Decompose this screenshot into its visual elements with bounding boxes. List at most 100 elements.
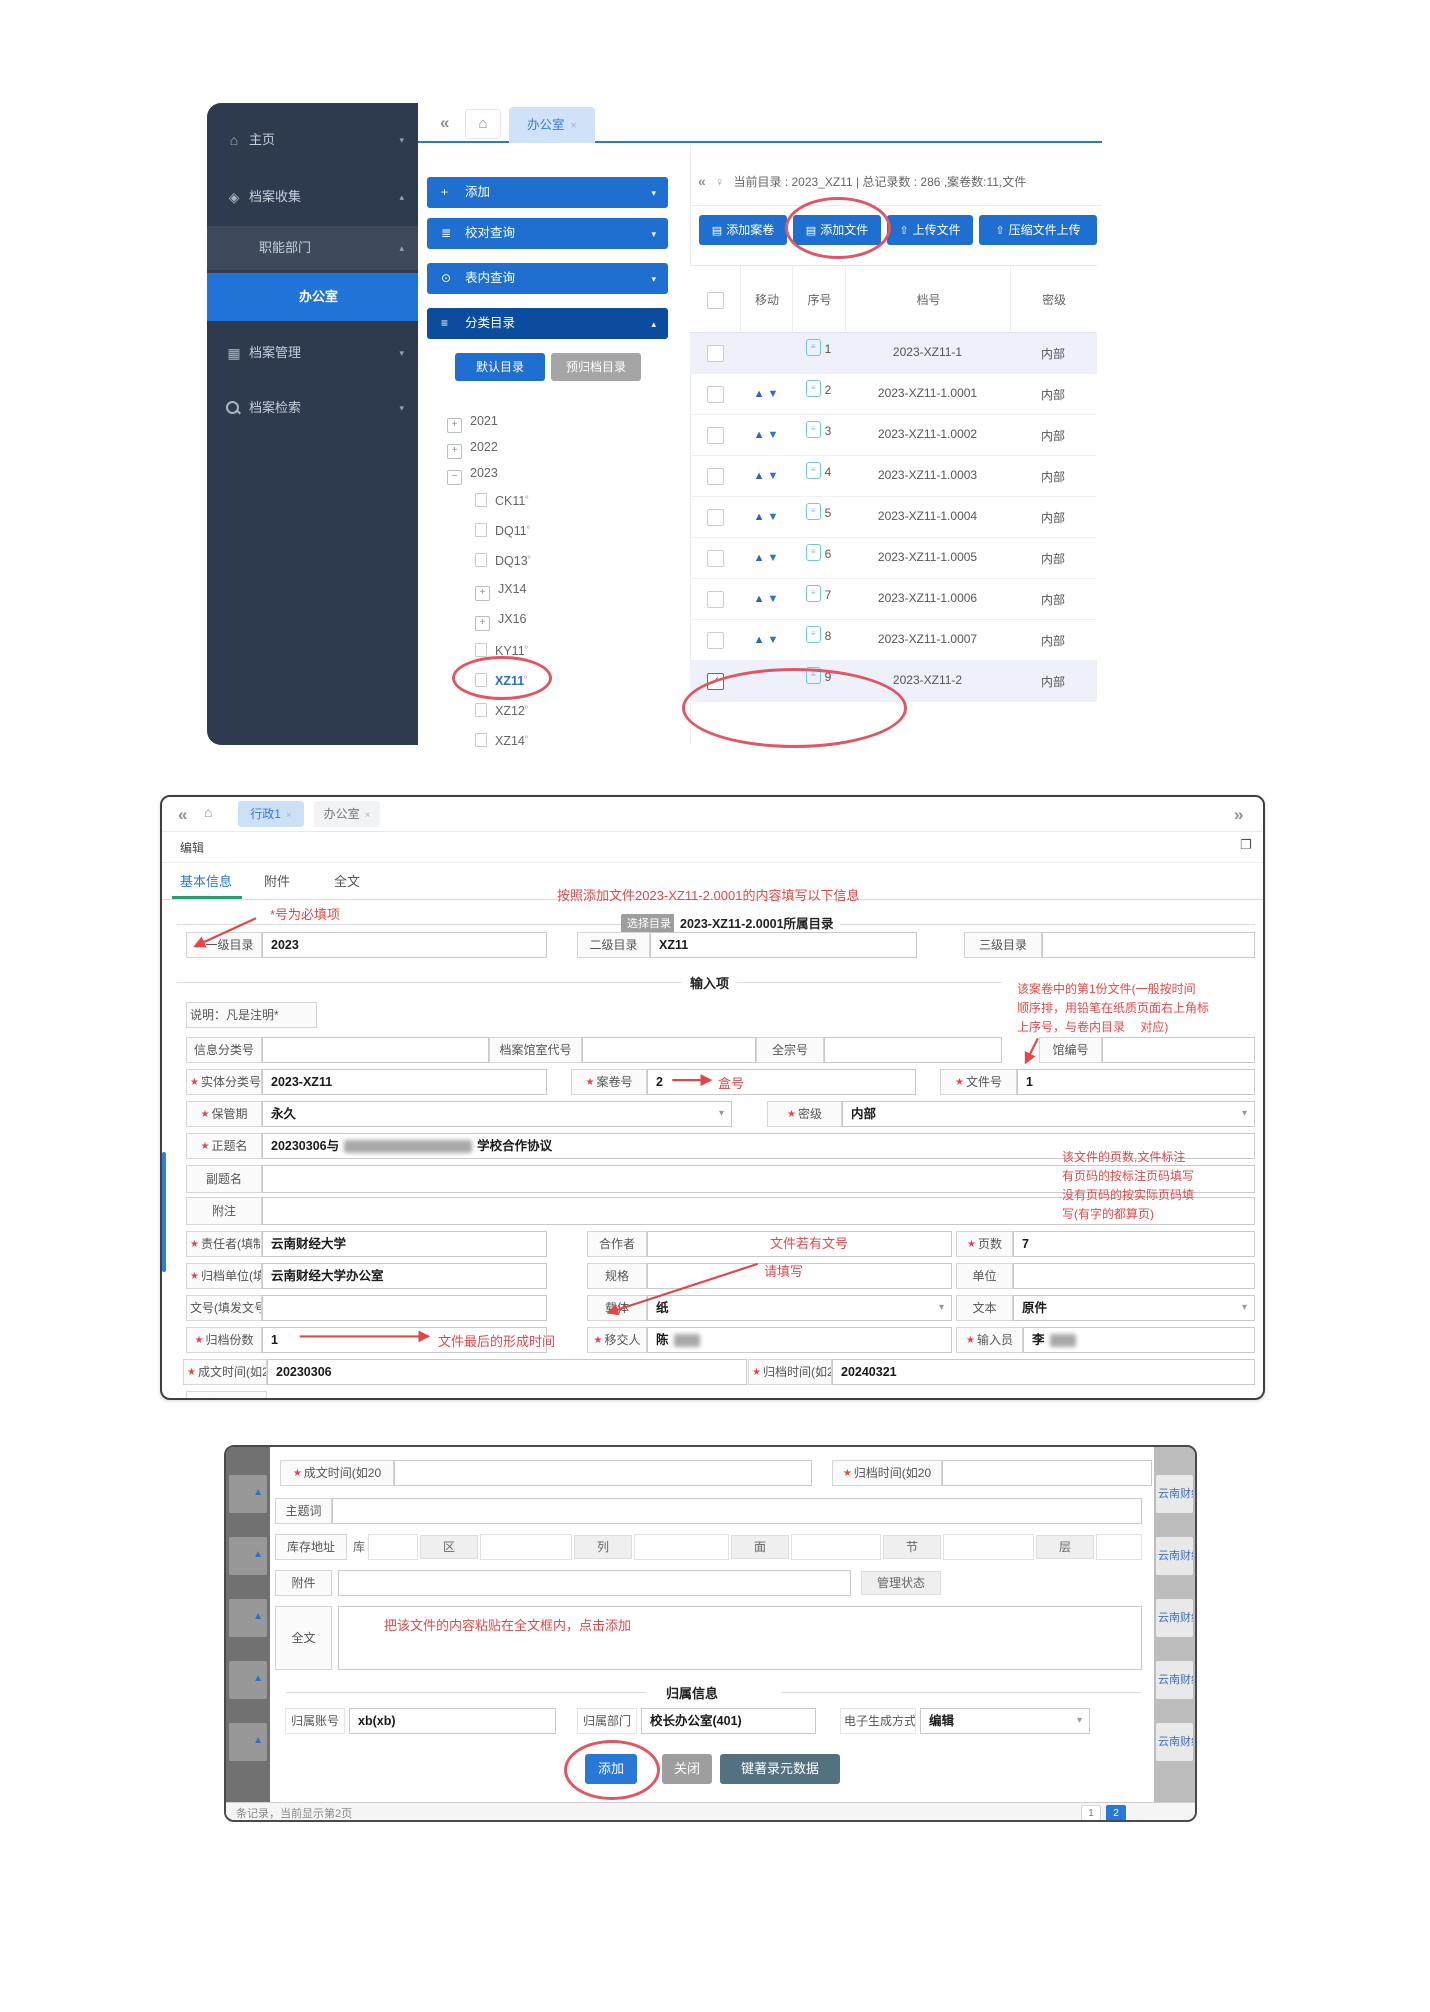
checkbox[interactable]: [707, 345, 724, 362]
field-select-retention[interactable]: 永久 ▾: [262, 1101, 732, 1127]
tab-basic-info[interactable]: 基本信息: [180, 874, 233, 889]
select-all-checkbox[interactable]: [707, 292, 724, 309]
tree-node-2023[interactable]: −2023: [447, 462, 498, 485]
move-down-icon[interactable]: ▼: [767, 593, 779, 605]
close-icon[interactable]: ×: [570, 120, 577, 132]
field-input-guan-no[interactable]: [1102, 1037, 1255, 1063]
tree-node-dq11[interactable]: DQ11º: [475, 518, 530, 540]
pre-archive-catalog-button[interactable]: 预归档目录: [551, 353, 641, 381]
table-row[interactable]: ▲ ▼ ≡ 8 2023-XZ11-1.0007 内部: [690, 620, 1097, 661]
checkbox[interactable]: [707, 427, 724, 444]
field-input-archive-unit[interactable]: 云南财经大学办公室: [262, 1263, 547, 1289]
field-select-text-form[interactable]: 原件 ▾: [1013, 1295, 1255, 1321]
field-input-created[interactable]: 20230306: [267, 1359, 747, 1385]
forward-icon[interactable]: »: [1234, 805, 1244, 824]
field-input-remark[interactable]: [262, 1197, 1255, 1225]
tab-xingzheng1[interactable]: 行政1 ×: [238, 801, 304, 827]
expander-plus-icon[interactable]: +: [447, 444, 462, 459]
field-input-catalog3[interactable]: [1042, 932, 1255, 958]
key-metadata-button[interactable]: 键著录元数据: [720, 1754, 840, 1784]
sidebar-item-archive-collect[interactable]: ◈ 档案收集 ▴: [207, 175, 418, 219]
expander-plus-icon[interactable]: +: [475, 586, 490, 601]
field-input-unit[interactable]: [1013, 1263, 1255, 1289]
field-input-title[interactable]: 20230306与 学校合作协议: [262, 1133, 1255, 1159]
tree-node-2021[interactable]: +2021: [447, 410, 498, 433]
move-up-icon[interactable]: ▲: [753, 470, 765, 482]
checkbox[interactable]: [707, 468, 724, 485]
checkbox[interactable]: [707, 386, 724, 403]
expander-plus-icon[interactable]: +: [475, 616, 490, 631]
move-down-icon[interactable]: ▼: [767, 634, 779, 646]
tab-attachment[interactable]: 附件: [264, 874, 291, 889]
dropdown-arrow-icon[interactable]: ▾: [1076, 1715, 1082, 1726]
move-up-icon[interactable]: ▲: [753, 511, 765, 523]
sidebar-item-home[interactable]: ⌂ 主页 ▾: [207, 118, 418, 162]
tab-office[interactable]: 办公室 ×: [314, 801, 380, 827]
sidebar-item-functional-dept[interactable]: 职能部门 ▴: [207, 226, 418, 270]
field-input-responsible[interactable]: 云南财经大学: [262, 1231, 547, 1257]
field-input-volume-no[interactable]: 2: [647, 1069, 916, 1095]
storage-input[interactable]: [943, 1534, 1034, 1560]
page-button-1[interactable]: 1: [1081, 1805, 1101, 1820]
window-restore-icon[interactable]: ❐: [1240, 837, 1252, 852]
close-button[interactable]: 关闭: [662, 1754, 712, 1784]
field-input-fonds-no[interactable]: [824, 1037, 1002, 1063]
field-input-subtitle[interactable]: [262, 1165, 1255, 1193]
category-catalog-button[interactable]: ≡ 分类目录 ▴: [427, 308, 668, 339]
field-input-info-class[interactable]: [262, 1037, 489, 1063]
in-table-query-button[interactable]: ⊙ 表内查询 ▾: [427, 263, 668, 294]
field-input-copies[interactable]: 1: [262, 1327, 547, 1353]
field-input-entity-no[interactable]: 2023-XZ11: [262, 1069, 547, 1095]
expander-minus-icon[interactable]: −: [447, 470, 462, 485]
field-input-attachment[interactable]: [338, 1570, 851, 1596]
collapse-icon[interactable]: «: [698, 173, 706, 189]
table-row[interactable]: ▲ ▼ ≡ 3 2023-XZ11-1.0002 内部: [690, 415, 1097, 456]
manage-status-chip[interactable]: 管理状态: [861, 1571, 941, 1595]
sidebar-item-archive-manage[interactable]: ▦ 档案管理 ▾: [207, 331, 418, 375]
move-down-icon[interactable]: ▼: [767, 470, 779, 482]
table-row[interactable]: ▲ ▼ ≡ 7 2023-XZ11-1.0006 内部: [690, 579, 1097, 620]
move-down-icon[interactable]: ▼: [767, 511, 779, 523]
tree-node-xz12[interactable]: XZ12º: [475, 698, 528, 720]
scrollbar[interactable]: [162, 1152, 166, 1272]
select-catalog-badge[interactable]: 选择目录: [621, 914, 677, 934]
field-input-dept[interactable]: 校长办公室(401): [641, 1708, 816, 1734]
checkbox[interactable]: [707, 509, 724, 526]
tree-node-jx16[interactable]: + JX16: [475, 608, 527, 631]
move-down-icon[interactable]: ▼: [767, 388, 779, 400]
checkbox[interactable]: [707, 591, 724, 608]
field-input-archived[interactable]: 20240321: [832, 1359, 1255, 1385]
tree-node-ky11[interactable]: KY11º: [475, 638, 528, 660]
default-catalog-button[interactable]: 默认目录: [455, 353, 545, 381]
move-up-icon[interactable]: ▲: [753, 593, 765, 605]
move-up-icon[interactable]: ▲: [753, 552, 765, 564]
table-row[interactable]: ▲ ▼ ≡ 4 2023-XZ11-1.0003 内部: [690, 456, 1097, 497]
dropdown-arrow-icon[interactable]: ▾: [1241, 1302, 1247, 1313]
field-input-handover[interactable]: 陈: [647, 1327, 952, 1353]
move-up-icon[interactable]: ▲: [753, 429, 765, 441]
field-input-subject[interactable]: [332, 1498, 1142, 1524]
add-volume-button[interactable]: ▤ 添加案卷: [699, 215, 787, 245]
field-input-pages[interactable]: 7: [1013, 1231, 1255, 1257]
tree-node-2022[interactable]: +2022: [447, 436, 498, 459]
zip-upload-button[interactable]: ⇧ 压缩文件上传: [979, 215, 1097, 245]
close-icon[interactable]: ×: [285, 810, 292, 821]
move-up-icon[interactable]: ▲: [753, 388, 765, 400]
add-menu-button[interactable]: + 添加 ▾: [427, 177, 668, 208]
field-input-account[interactable]: xb(xb): [349, 1708, 556, 1734]
dropdown-arrow-icon[interactable]: ▾: [1241, 1108, 1247, 1119]
table-row[interactable]: ≡ 1 2023-XZ11-1 内部: [690, 333, 1097, 374]
field-select-egen[interactable]: 编辑 ▾: [920, 1708, 1090, 1734]
home-tab-icon[interactable]: ⌂: [465, 109, 501, 139]
field-select-carrier[interactable]: 纸 ▾: [647, 1295, 952, 1321]
field-input-catalog1[interactable]: 2023: [262, 932, 547, 958]
proofread-query-button[interactable]: ≣ 校对查询 ▾: [427, 218, 668, 249]
field-input-archived[interactable]: [942, 1460, 1152, 1486]
field-input-doc-no[interactable]: [262, 1295, 547, 1321]
storage-input[interactable]: [634, 1534, 729, 1560]
tree-node-dq13[interactable]: DQ13º: [475, 548, 531, 570]
field-textarea-fulltext[interactable]: [338, 1606, 1142, 1670]
collapse-icon[interactable]: «: [440, 113, 450, 132]
field-select-secret[interactable]: 内部 ▾: [842, 1101, 1255, 1127]
storage-input[interactable]: [480, 1534, 572, 1560]
